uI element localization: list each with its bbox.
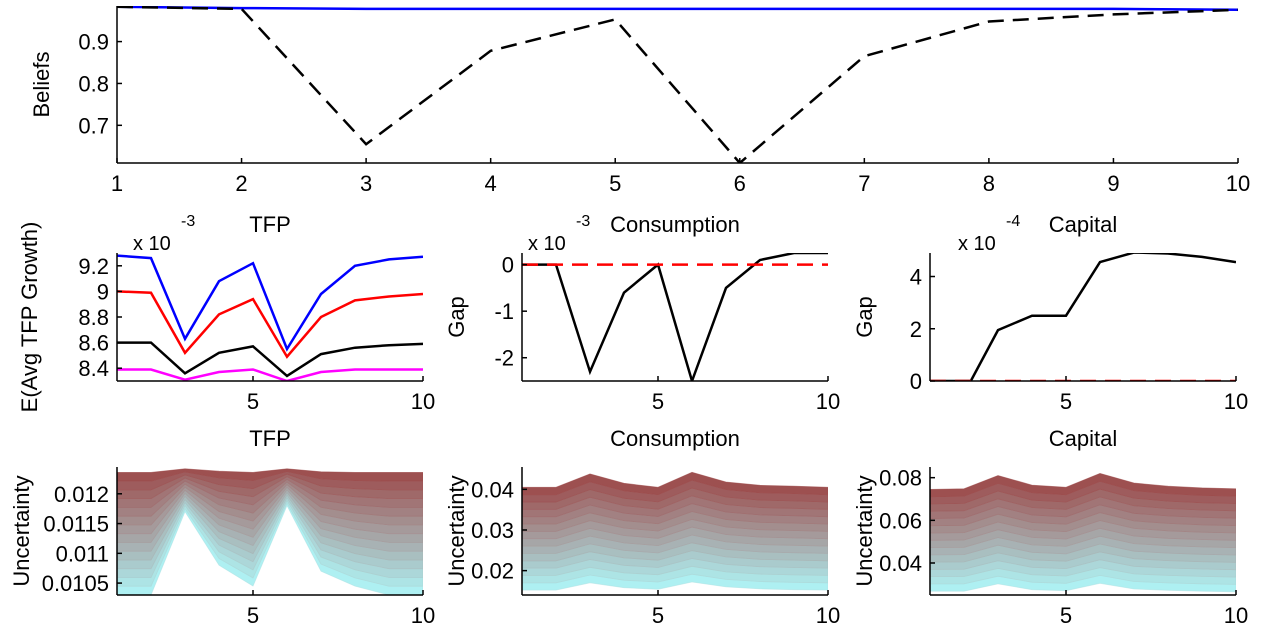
plot-area xyxy=(522,471,828,591)
series-line-0 xyxy=(522,253,828,381)
chart-title: Consumption xyxy=(610,212,740,237)
y-tick-label: 0.08 xyxy=(879,466,922,491)
axis-exponent: -4 xyxy=(1006,213,1020,230)
axis-exponent: -3 xyxy=(181,213,195,230)
y-tick-label: 0.7 xyxy=(78,113,109,138)
x-tick-label: 10 xyxy=(816,603,840,628)
x-tick-label: 7 xyxy=(858,171,870,196)
y-tick-label: 0.0105 xyxy=(42,571,109,596)
chart-title: Consumption xyxy=(610,426,740,451)
y-tick-label: 0 xyxy=(502,253,514,278)
y-tick-label: 9 xyxy=(97,279,109,304)
chart-title: TFP xyxy=(249,212,291,237)
y-tick-label: -1 xyxy=(494,299,514,324)
series-line-2 xyxy=(117,341,423,378)
chart-title: TFP xyxy=(249,426,291,451)
y-axis-label: E(Avg TFP Growth) xyxy=(17,222,42,413)
y-axis-label: Uncertainty xyxy=(9,475,34,586)
x-tick-label: 5 xyxy=(247,603,259,628)
x-tick-label: 10 xyxy=(411,389,435,414)
series-line-0 xyxy=(117,6,1238,12)
series-line-1 xyxy=(117,290,423,359)
y-axis-label: Uncertainty xyxy=(444,475,469,586)
y-tick-label: 0.012 xyxy=(54,482,109,507)
y-tick-label: 9.2 xyxy=(78,254,109,279)
plot-area xyxy=(930,472,1236,593)
x-tick-label: 8 xyxy=(983,171,995,196)
axis-multiplier: x 10 xyxy=(528,233,566,255)
y-tick-label: 8.4 xyxy=(78,356,109,381)
y-axis-label: Gap xyxy=(852,296,877,338)
chart-consumption-uncertainty: 0.02 0.03 0.04 5 10 Consumption Uncertainty xyxy=(444,426,840,628)
uncertainty-band xyxy=(522,471,828,496)
plot-area xyxy=(522,253,828,381)
axis-exponent: -3 xyxy=(576,213,590,230)
x-tick-label: 10 xyxy=(1226,171,1250,196)
chart-tfp-mean: 8.48.68.899.2 5 10 TFP E(Avg TFP Growth) x 10… xyxy=(17,212,435,414)
series-line-3 xyxy=(117,368,423,381)
series-line-1 xyxy=(117,6,1238,163)
plot-area xyxy=(117,6,1238,163)
y-axis-label: Gap xyxy=(444,296,469,338)
x-tick-label: 5 xyxy=(652,389,664,414)
y-axis-label: Uncertainty xyxy=(852,475,877,586)
x-tick-label: 4 xyxy=(485,171,497,196)
chart-title: Capital xyxy=(1049,426,1117,451)
y-tick-label: 8.8 xyxy=(78,305,109,330)
chart-consumption-gap: -2 -1 0 5 10 Consumption Gap x 10 -3 xyxy=(444,212,840,414)
x-tick-label: 6 xyxy=(734,171,746,196)
chart-beliefs: 0.7 0.8 0.9 1 2 3 4 5 6 7 8 9 10 Beliefs xyxy=(29,6,1250,196)
series-line-0 xyxy=(930,253,1236,381)
series-line-0 xyxy=(117,254,423,352)
y-tick-label: 0.06 xyxy=(879,508,922,533)
y-tick-label: -2 xyxy=(494,346,514,371)
y-tick-label: 0.02 xyxy=(471,559,514,584)
x-tick-label: 3 xyxy=(360,171,372,196)
x-tick-label: 10 xyxy=(411,603,435,628)
y-tick-label: 0.04 xyxy=(471,477,514,502)
plot-area xyxy=(117,468,423,595)
x-tick-label: 9 xyxy=(1107,171,1119,196)
x-tick-label: 5 xyxy=(609,171,621,196)
x-tick-label: 5 xyxy=(1060,389,1072,414)
uncertainty-band xyxy=(930,472,1236,498)
x-tick-label: 2 xyxy=(235,171,247,196)
plot-area xyxy=(930,253,1236,381)
y-axis-label: Beliefs xyxy=(29,51,54,117)
uncertainty-band xyxy=(117,468,423,482)
y-tick-label: 0.0115 xyxy=(43,512,109,537)
y-tick-label: 0.9 xyxy=(78,30,109,55)
axis-multiplier: x 10 xyxy=(133,233,171,255)
chart-tfp-uncertainty: 0.0105 0.011 0.0115 0.012 5 10 TFP Uncertainty xyxy=(9,426,435,628)
y-tick-label: 0.011 xyxy=(56,541,109,566)
x-tick-label: 10 xyxy=(1224,603,1248,628)
x-tick-label: 10 xyxy=(816,389,840,414)
y-tick-label: 4 xyxy=(910,265,922,290)
x-tick-label: 5 xyxy=(652,603,664,628)
x-tick-label: 1 xyxy=(111,171,123,196)
chart-capital-uncertainty: 0.04 0.06 0.08 5 10 Capital Uncertainty xyxy=(852,426,1248,628)
plot-area xyxy=(117,254,423,381)
chart-title: Capital xyxy=(1049,212,1117,237)
x-tick-label: 5 xyxy=(1060,603,1072,628)
y-tick-label: 8.6 xyxy=(78,331,109,356)
y-tick-label: 2 xyxy=(910,317,922,342)
y-tick-label: 0.04 xyxy=(879,551,922,576)
y-tick-label: 0.8 xyxy=(78,71,109,96)
axis-multiplier: x 10 xyxy=(958,233,996,255)
y-tick-label: 0.03 xyxy=(471,518,514,543)
x-tick-label: 5 xyxy=(247,389,259,414)
chart-capital-gap: 0 2 4 5 10 Capital Gap x 10 -4 xyxy=(852,212,1248,414)
x-tick-label: 10 xyxy=(1224,389,1248,414)
y-tick-label: 0 xyxy=(910,369,922,394)
